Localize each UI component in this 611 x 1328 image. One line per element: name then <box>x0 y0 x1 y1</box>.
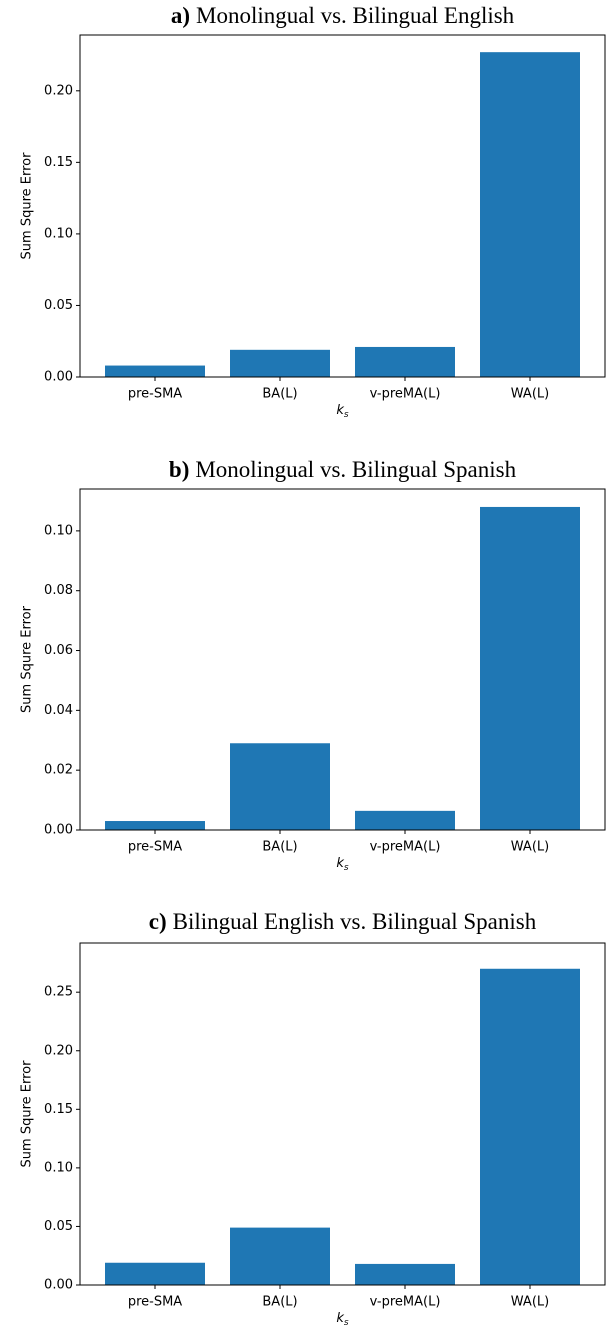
y-tick-label: 0.02 <box>44 763 73 778</box>
x-tick-label: BA(L) <box>262 387 297 402</box>
y-tick-label: 0.20 <box>44 83 73 98</box>
y-tick-label: 0.20 <box>44 1043 73 1058</box>
bar <box>230 743 330 830</box>
bar <box>480 52 580 378</box>
bar <box>105 365 205 377</box>
bar <box>480 506 580 830</box>
y-tick-label: 0.05 <box>44 1219 73 1234</box>
chart: a) Monolingual vs. Bilingual English pre-S… <box>20 3 606 420</box>
y-tick-label: 0.10 <box>44 523 73 538</box>
y-tick-label: 0.06 <box>44 643 73 658</box>
y-tick-label: 0.08 <box>44 583 73 598</box>
x-tick-label: pre-SMA <box>128 1295 182 1310</box>
chart-title: b) Monolingual vs. Bilingual Spanish <box>169 457 517 482</box>
bar <box>105 821 205 830</box>
bar <box>355 1263 455 1285</box>
panel-label: a) <box>171 3 190 28</box>
y-axis-label: Sum Squre Error <box>20 1060 35 1168</box>
chart: c) Bilingual English vs. Bilingual Spanis… <box>20 909 606 1328</box>
title-text: Bilingual English vs. Bilingual Spanish <box>173 909 537 934</box>
y-tick-label: 0.15 <box>44 155 73 170</box>
x-tick-label: v-preMA(L) <box>370 387 441 402</box>
y-tick-label: 0.10 <box>44 1160 73 1175</box>
x-axis-label: ks <box>336 403 349 420</box>
x-label-base: k <box>336 403 344 418</box>
y-axis-label: Sum Squre Error <box>20 605 35 713</box>
x-label-sub: s <box>344 1318 349 1328</box>
bar <box>355 346 455 377</box>
x-tick-label: v-preMA(L) <box>370 1295 441 1310</box>
y-tick-label: 0.00 <box>44 1278 73 1293</box>
bar <box>230 1227 330 1285</box>
x-axis-label: ks <box>336 856 349 873</box>
x-tick-label: pre-SMA <box>128 387 182 402</box>
bar <box>480 968 580 1285</box>
x-axis-label: ks <box>336 1311 349 1328</box>
title-text: Monolingual vs. Bilingual English <box>196 3 515 28</box>
y-tick-label: 0.05 <box>44 298 73 313</box>
y-tick-label: 0.00 <box>44 370 73 385</box>
chart: b) Monolingual vs. Bilingual Spanish pre-S… <box>20 457 606 873</box>
y-tick-label: 0.00 <box>44 823 73 838</box>
chart-title: a) Monolingual vs. Bilingual English <box>171 3 515 28</box>
x-tick-label: BA(L) <box>262 840 297 855</box>
title-text: Monolingual vs. Bilingual Spanish <box>195 457 516 482</box>
plot-frame <box>79 34 606 378</box>
y-tick-label: 0.25 <box>44 985 73 1000</box>
x-label-base: k <box>336 1311 344 1326</box>
chart-title: c) Bilingual English vs. Bilingual Spanis… <box>149 909 537 934</box>
x-tick-label: BA(L) <box>262 1295 297 1310</box>
y-axis-label: Sum Squre Error <box>20 152 35 260</box>
y-tick-label: 0.10 <box>44 226 73 241</box>
x-label-sub: s <box>344 410 349 420</box>
bar <box>355 810 455 830</box>
x-tick-label: v-preMA(L) <box>370 840 441 855</box>
x-tick-label: WA(L) <box>511 1295 549 1310</box>
y-tick-label: 0.15 <box>44 1102 73 1117</box>
plot-frame <box>79 942 606 1286</box>
x-tick-label: WA(L) <box>511 840 549 855</box>
x-label-sub: s <box>344 863 349 873</box>
x-tick-label: pre-SMA <box>128 840 182 855</box>
x-label-base: k <box>336 856 344 871</box>
panel-label: b) <box>169 457 189 482</box>
x-tick-label: WA(L) <box>511 387 549 402</box>
plot-frame <box>79 488 606 831</box>
panel-label: c) <box>149 909 167 934</box>
y-tick-label: 0.04 <box>44 703 73 718</box>
bar <box>105 1262 205 1285</box>
bar <box>230 349 330 377</box>
